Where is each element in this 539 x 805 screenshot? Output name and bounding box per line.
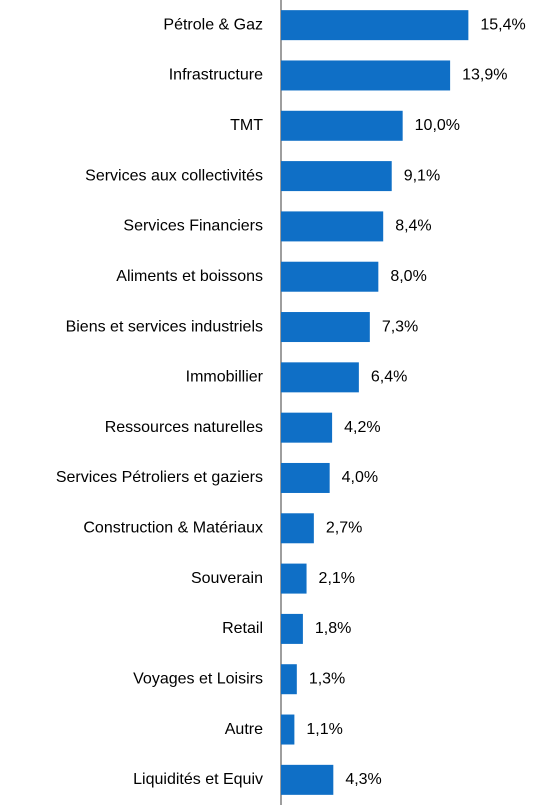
category-label: Infrastructure xyxy=(169,67,263,84)
bar xyxy=(281,563,307,594)
category-label: Biens et services industriels xyxy=(66,318,263,335)
category-label: Aliments et boissons xyxy=(116,268,263,285)
bar xyxy=(281,161,392,192)
category-label: Voyages et Loisirs xyxy=(133,670,263,687)
bar xyxy=(281,764,334,795)
value-label: 1,1% xyxy=(306,721,342,738)
value-label: 2,7% xyxy=(326,520,362,537)
bar xyxy=(281,462,330,493)
category-label: Souverain xyxy=(191,570,263,587)
category-label: Pétrole & Gaz xyxy=(163,16,263,33)
value-label: 1,8% xyxy=(315,620,351,637)
bar xyxy=(281,714,295,745)
bar xyxy=(281,261,379,292)
value-label: 4,0% xyxy=(342,469,378,486)
bar xyxy=(281,110,403,141)
value-label: 10,0% xyxy=(415,117,460,134)
category-label: Immobillier xyxy=(186,369,264,386)
category-label: Services Pétroliers et gaziers xyxy=(56,469,263,486)
category-label: Liquidités et Equiv xyxy=(133,771,263,788)
value-label: 13,9% xyxy=(462,67,507,84)
category-label: Ressources naturelles xyxy=(105,419,263,436)
bar xyxy=(281,412,333,443)
category-label: Retail xyxy=(222,620,263,637)
bar xyxy=(281,613,303,644)
category-label: Services Financiers xyxy=(123,218,263,235)
bar xyxy=(281,664,297,695)
value-label: 4,3% xyxy=(345,771,381,788)
category-label: Services aux collectivités xyxy=(85,167,263,184)
value-label: 15,4% xyxy=(480,16,525,33)
bar xyxy=(281,10,469,41)
category-label: TMT xyxy=(230,117,263,134)
value-label: 1,3% xyxy=(309,670,345,687)
value-label: 4,2% xyxy=(344,419,380,436)
bar xyxy=(281,312,370,343)
bar xyxy=(281,60,451,91)
value-label: 9,1% xyxy=(404,167,440,184)
category-label: Autre xyxy=(225,721,263,738)
bar xyxy=(281,211,384,242)
value-label: 8,4% xyxy=(395,218,431,235)
value-label: 2,1% xyxy=(319,570,355,587)
value-label: 7,3% xyxy=(382,318,418,335)
value-label: 8,0% xyxy=(390,268,426,285)
bar xyxy=(281,513,314,544)
category-label: Construction & Matériaux xyxy=(83,520,263,537)
value-label: 6,4% xyxy=(371,369,407,386)
bar xyxy=(281,362,359,393)
